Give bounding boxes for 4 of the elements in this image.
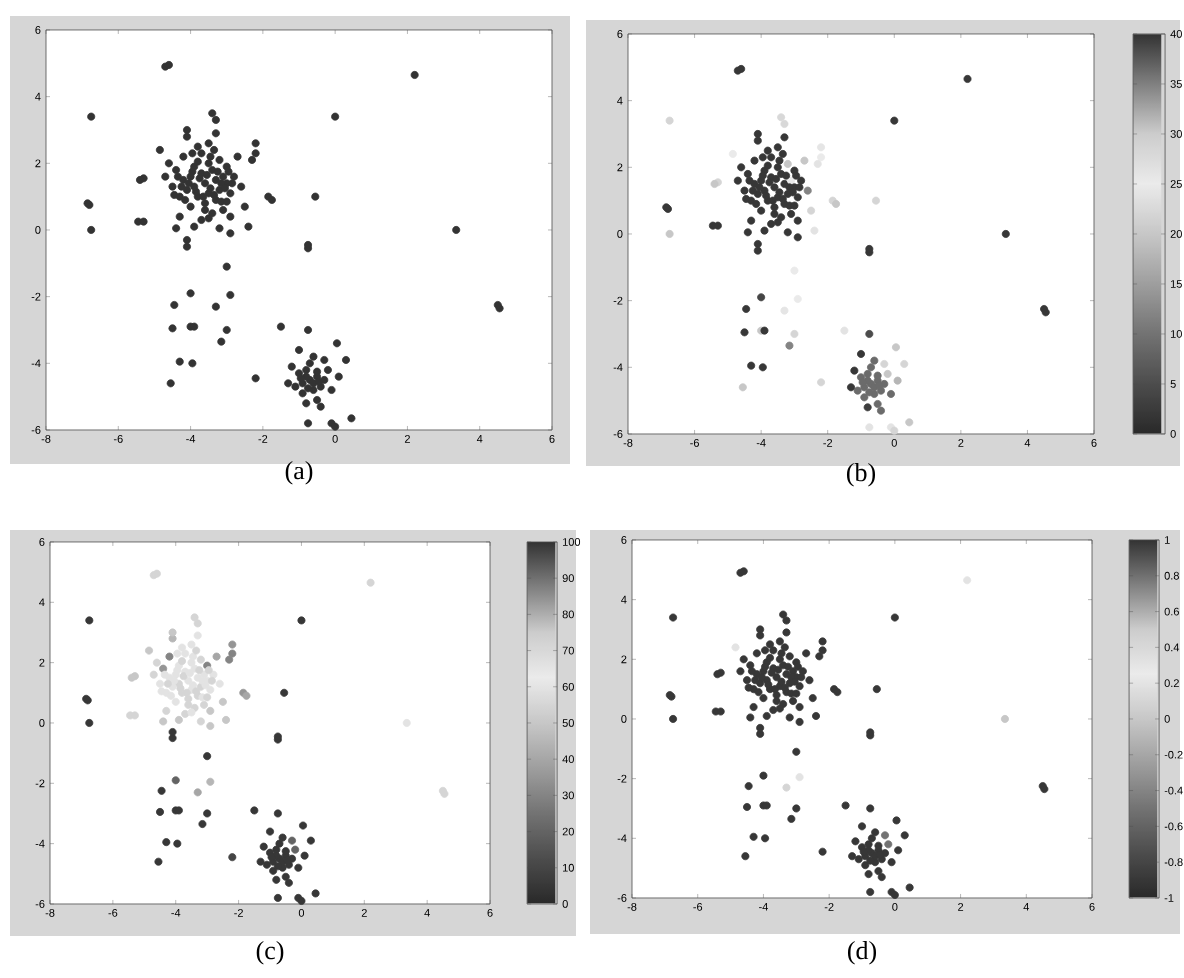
text: (a)	[285, 461, 313, 485]
text: (b)	[846, 463, 876, 487]
text: (c)	[256, 941, 284, 965]
text: (d)	[847, 941, 877, 965]
